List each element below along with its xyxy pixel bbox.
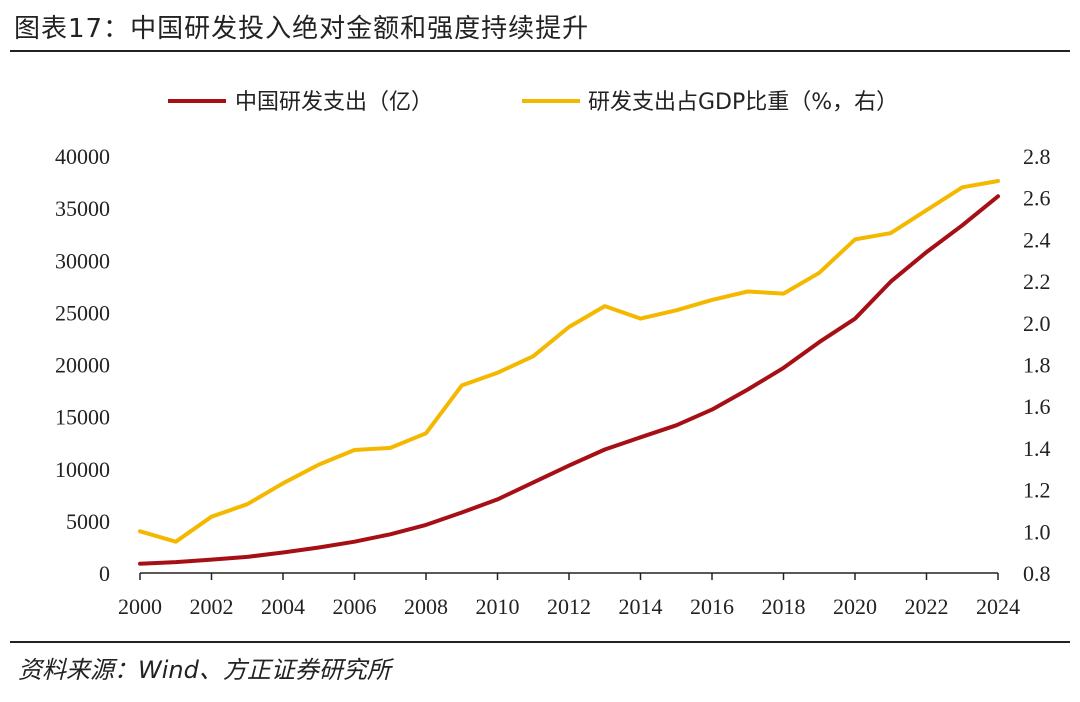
right-axis-tick-label: 2.6 xyxy=(1023,186,1051,211)
x-axis-tick-label: 2008 xyxy=(404,594,448,619)
left-axis-tick-label: 25000 xyxy=(55,300,110,325)
chart-lines xyxy=(138,179,1000,566)
x-axis-tick-label: 2018 xyxy=(762,594,806,619)
footer-divider xyxy=(10,641,1070,643)
x-axis-tick-label: 2010 xyxy=(476,594,520,619)
x-axis-tick-label: 2024 xyxy=(976,594,1020,619)
right-axis-tick-label: 1.8 xyxy=(1023,353,1051,378)
line-chart: 中国研发支出（亿） 研发支出占GDP比重（%，右） 0 5000 10000 15000… xyxy=(55,90,1051,619)
source-note: 资料来源：Wind、方正证券研究所 xyxy=(18,656,391,684)
x-axis-tick-label: 2000 xyxy=(118,594,162,619)
right-axis-tick-label: 2.4 xyxy=(1023,227,1051,252)
figure-title: 图表17：中国研发投入绝对金额和强度持续提升 xyxy=(14,14,590,44)
legend-label-rd-gdp-ratio: 研发支出占GDP比重（%，右） xyxy=(588,90,898,115)
left-axis-tick-label: 10000 xyxy=(55,457,110,482)
title-divider xyxy=(10,50,1070,52)
x-axis-tick-label: 2014 xyxy=(619,594,663,619)
right-axis-tick-label: 1.4 xyxy=(1023,436,1051,461)
left-axis-tick-label: 15000 xyxy=(55,405,110,430)
chart-legend: 中国研发支出（亿） 研发支出占GDP比重（%，右） xyxy=(168,90,898,115)
rd-spending-line xyxy=(138,194,1000,566)
right-axis-tick-label: 2.0 xyxy=(1023,311,1051,336)
x-axis-tick-label: 2020 xyxy=(833,594,877,619)
rd-gdp-ratio-line xyxy=(138,179,1000,544)
left-axis-tick-label: 5000 xyxy=(66,509,110,534)
x-axis-tick-label: 2016 xyxy=(690,594,734,619)
x-axis: 2000 2002 2004 2006 2008 2010 2012 2014 2016 2018… xyxy=(118,572,1020,619)
x-axis-tick-label: 2004 xyxy=(261,594,305,619)
right-axis-tick-label: 1.2 xyxy=(1023,478,1051,503)
right-axis-ticks: 0.8 1.0 1.2 1.4 1.6 1.8 2.0 2.2 2.4 2.6 2.8 xyxy=(1023,144,1051,586)
right-axis-tick-label: 2.8 xyxy=(1023,144,1051,169)
x-axis-tick-label: 2022 xyxy=(905,594,949,619)
left-axis-tick-label: 30000 xyxy=(55,248,110,273)
right-axis-tick-label: 0.8 xyxy=(1023,561,1051,586)
x-axis-tick-label: 2006 xyxy=(333,594,377,619)
left-axis-tick-label: 35000 xyxy=(55,196,110,221)
legend-label-rd-spending: 中国研发支出（亿） xyxy=(235,90,433,115)
left-axis-ticks: 0 5000 10000 15000 20000 25000 30000 35000 40000 xyxy=(55,144,110,586)
left-axis-tick-label: 40000 xyxy=(55,144,110,169)
right-axis-tick-label: 1.6 xyxy=(1023,394,1051,419)
right-axis-tick-label: 1.0 xyxy=(1023,519,1051,544)
right-axis-tick-label: 2.2 xyxy=(1023,269,1051,294)
left-axis-tick-label: 20000 xyxy=(55,353,110,378)
x-axis-tick-label: 2012 xyxy=(547,594,591,619)
x-axis-tick-label: 2002 xyxy=(190,594,234,619)
left-axis-tick-label: 0 xyxy=(99,561,110,586)
